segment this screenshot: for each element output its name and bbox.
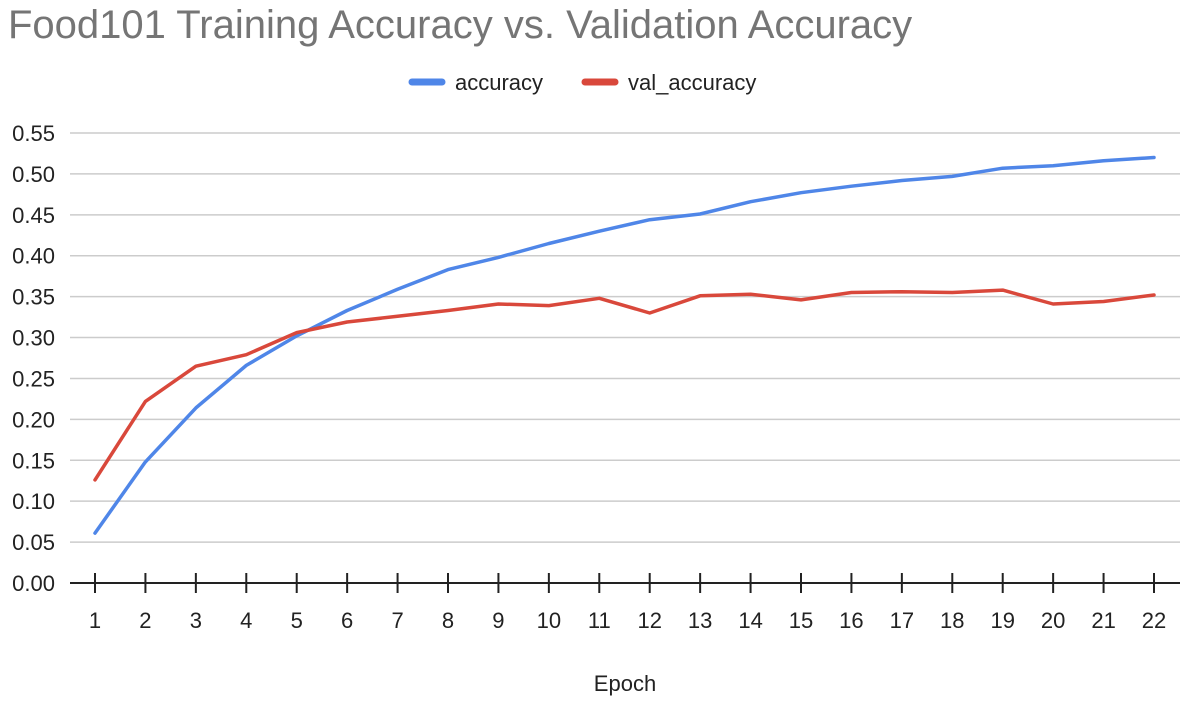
x-tick-label: 8 bbox=[442, 608, 454, 633]
x-tick-label: 19 bbox=[990, 608, 1014, 633]
x-tick-label: 7 bbox=[391, 608, 403, 633]
legend-label-val-accuracy: val_accuracy bbox=[628, 70, 756, 95]
x-tick-label: 17 bbox=[890, 608, 914, 633]
x-tick-label: 5 bbox=[291, 608, 303, 633]
x-tick-label: 21 bbox=[1091, 608, 1115, 633]
series-lines bbox=[93, 155, 1156, 535]
y-tick-label: 0.10 bbox=[12, 489, 55, 514]
y-tick-label: 0.05 bbox=[12, 530, 55, 555]
legend: accuracy val_accuracy bbox=[408, 70, 756, 95]
y-tick-label: 0.15 bbox=[12, 448, 55, 473]
x-tick-label: 16 bbox=[839, 608, 863, 633]
x-tick-label: 3 bbox=[190, 608, 202, 633]
chart-title: Food101 Training Accuracy vs. Validation… bbox=[8, 3, 913, 47]
x-tick-label: 2 bbox=[139, 608, 151, 633]
x-tick-label: 10 bbox=[537, 608, 561, 633]
x-tick-label: 15 bbox=[789, 608, 813, 633]
gridlines bbox=[70, 132, 1180, 543]
y-tick-label: 0.20 bbox=[12, 407, 55, 432]
x-tick-label: 6 bbox=[341, 608, 353, 633]
series-line-val-accuracy bbox=[93, 288, 1156, 482]
x-tick-label: 12 bbox=[637, 608, 661, 633]
x-axis: 1 2 3 4 5 6 7 8 9 10 11 12 13 14 15 16 17 18 19 20 21 22 bbox=[70, 573, 1180, 633]
y-tick-label: 0.30 bbox=[12, 326, 55, 351]
y-tick-label: 0.35 bbox=[12, 285, 55, 310]
y-axis-tick-labels: 0.00 0.05 0.10 0.15 0.20 0.25 0.30 0.35 0.40 0.45… bbox=[12, 121, 55, 596]
y-tick-label: 0.00 bbox=[12, 571, 55, 596]
y-tick-label: 0.55 bbox=[12, 121, 55, 146]
y-tick-label: 0.45 bbox=[12, 203, 55, 228]
y-tick-label: 0.50 bbox=[12, 162, 55, 187]
y-tick-label: 0.25 bbox=[12, 366, 55, 391]
x-tick-label: 22 bbox=[1142, 608, 1166, 633]
x-tick-label: 9 bbox=[492, 608, 504, 633]
y-tick-label: 0.40 bbox=[12, 244, 55, 269]
x-tick-label: 13 bbox=[688, 608, 712, 633]
x-tick-label: 11 bbox=[588, 608, 611, 633]
x-tick-label: 1 bbox=[89, 608, 101, 633]
x-tick-label: 20 bbox=[1041, 608, 1065, 633]
x-axis-title: Epoch bbox=[594, 671, 656, 696]
series-line-accuracy bbox=[93, 155, 1156, 535]
x-tick-label: 4 bbox=[240, 608, 252, 633]
legend-label-accuracy: accuracy bbox=[455, 70, 543, 95]
x-tick-label: 18 bbox=[940, 608, 964, 633]
x-tick-label: 14 bbox=[738, 608, 762, 633]
